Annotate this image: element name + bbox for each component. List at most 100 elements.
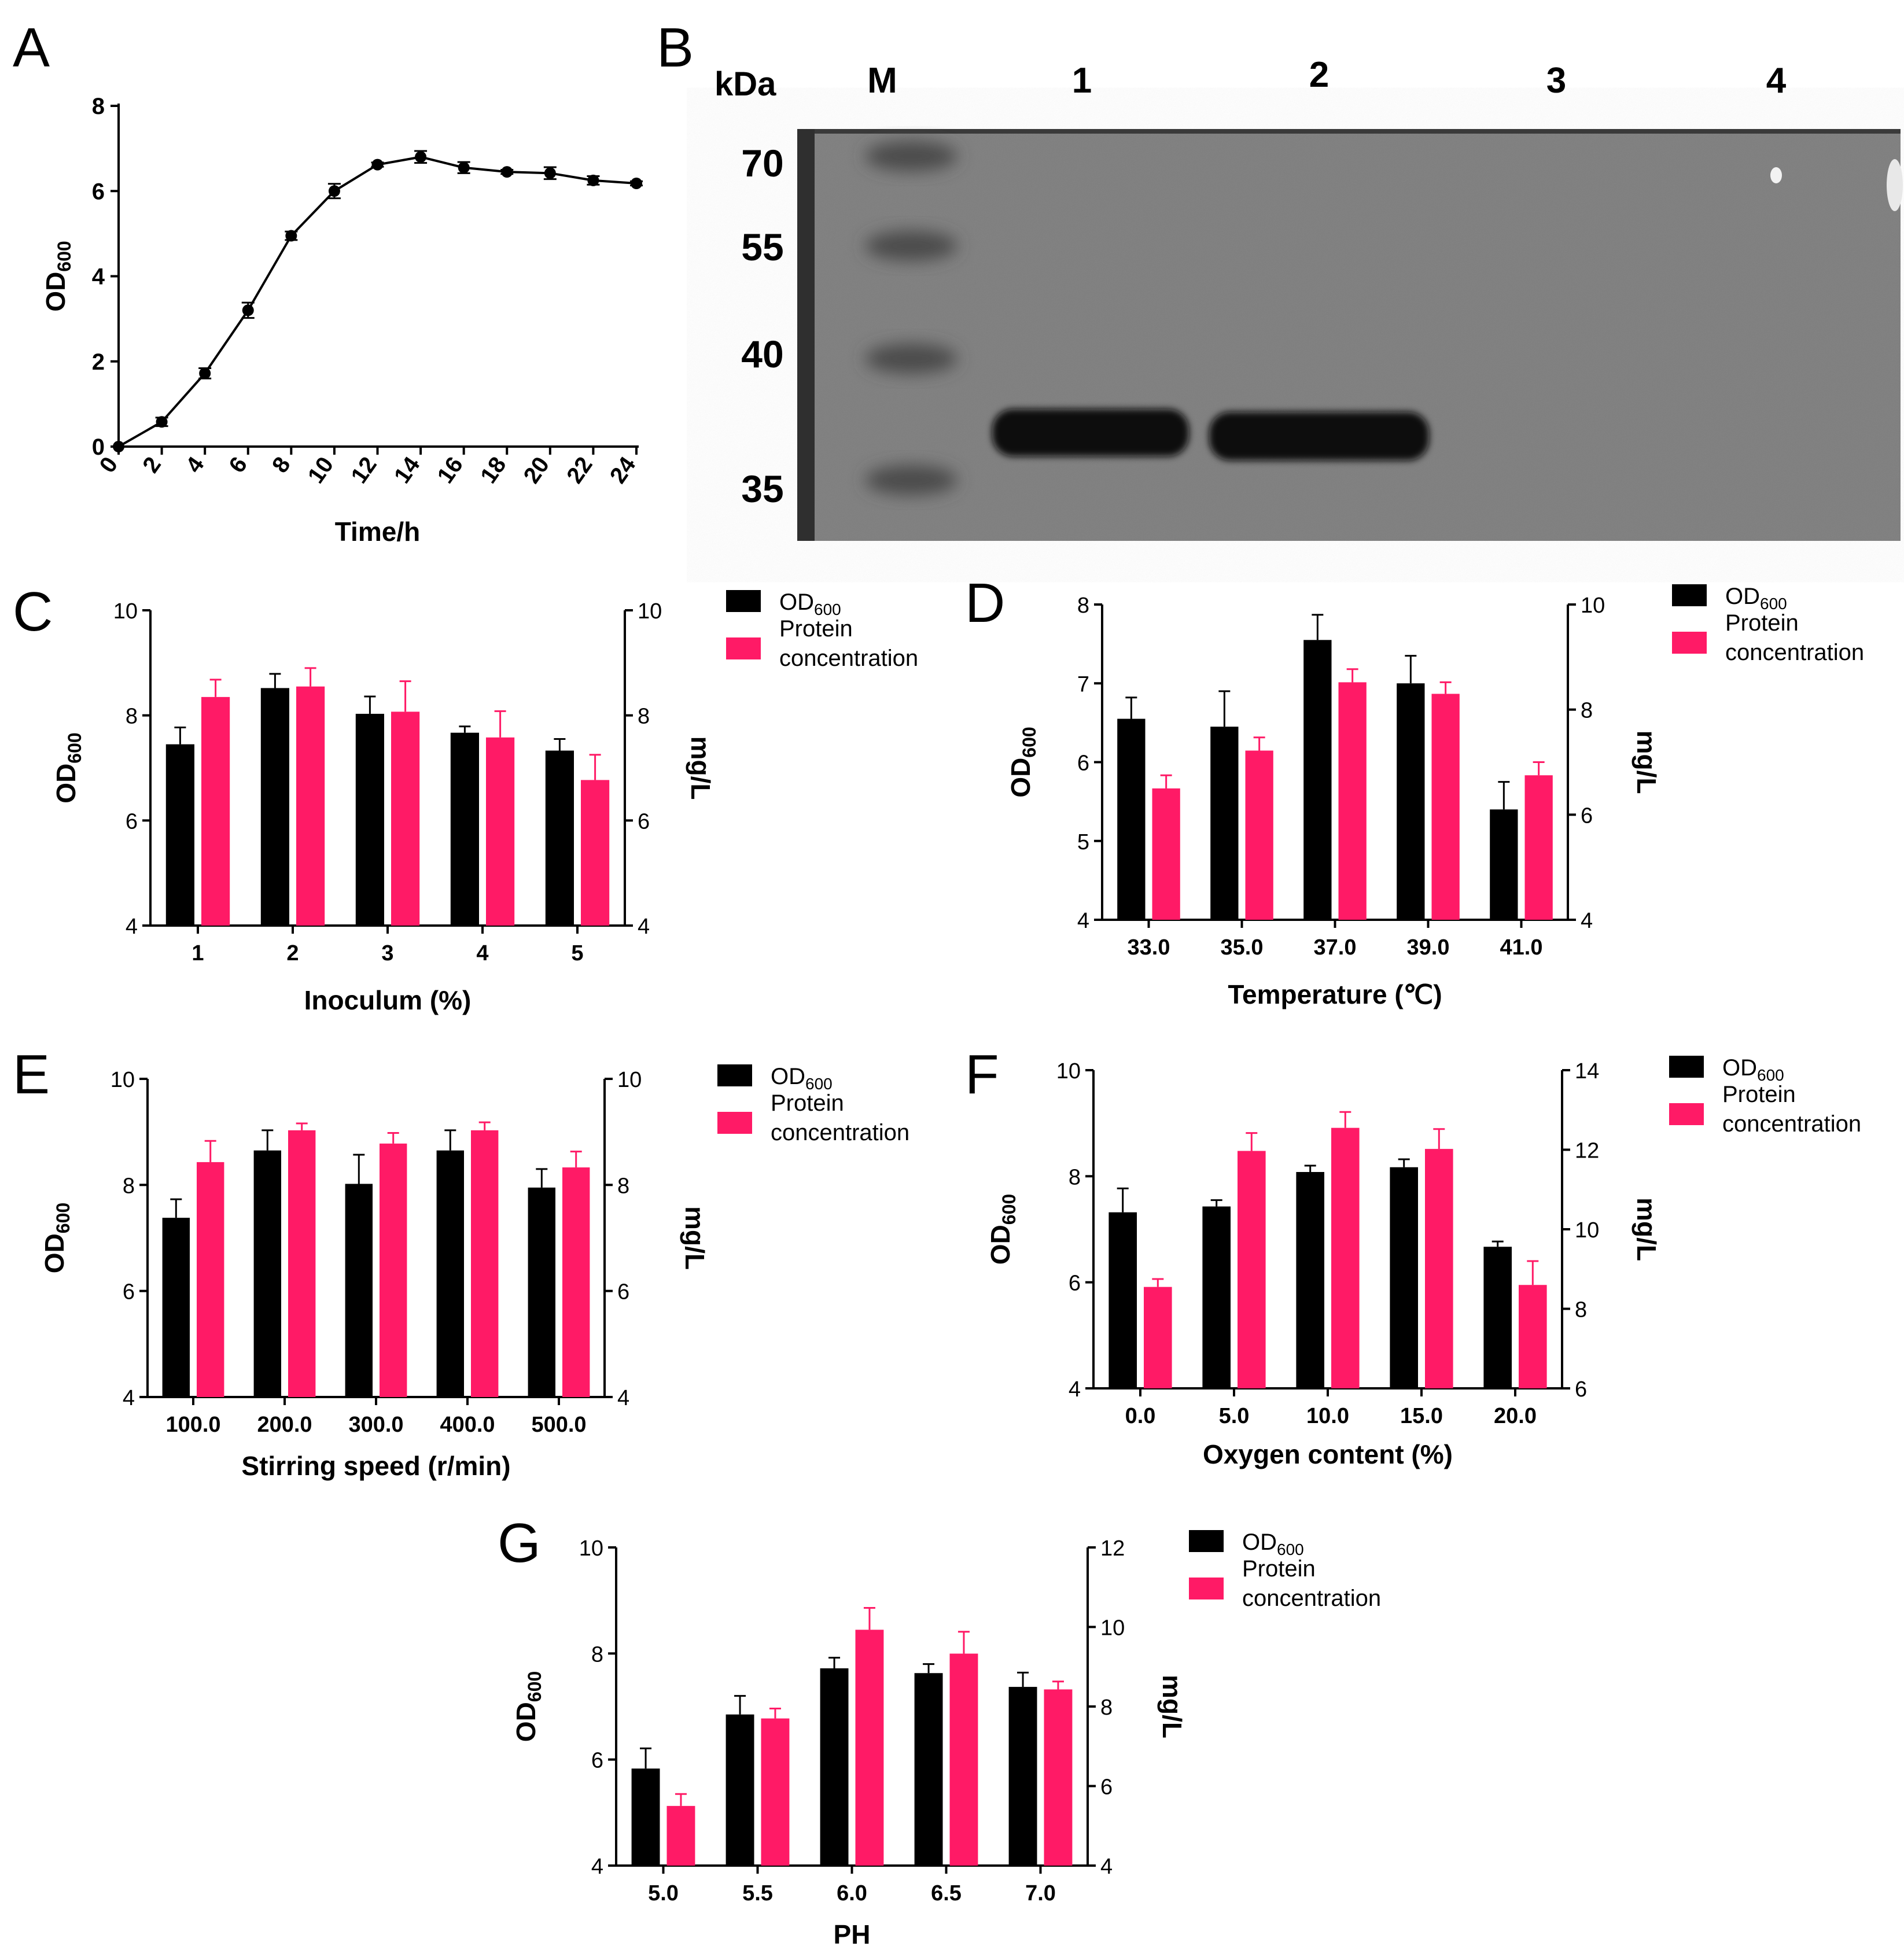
y2-tick-label: 4 [1100,1855,1113,1879]
data-point [371,159,384,171]
y2-tick-label: 4 [1581,909,1593,933]
x-axis-title: Temperature (℃) [1228,979,1442,1009]
panel-f-bar-chart: 4 6 8 10 6 8 10 12 14 0.0 5.0 10.0 15.0 20.0 Oxygen co… [985,1055,1861,1469]
x-tick-label: 20 [519,452,555,488]
x-axis-title: PH [834,1919,871,1946]
y-tick-label: 10 [111,1068,135,1092]
legend-label-od600: OD600 [1242,1529,1304,1558]
y-tick-label: 8 [1077,594,1089,618]
protein-concentration-bar [1425,1149,1453,1388]
legend-swatch-protein [1669,1103,1704,1125]
y-axis-title-main: OD [985,1225,1015,1265]
x-tick-label: 7.0 [1025,1881,1056,1906]
legend-swatch-od600 [1672,584,1707,606]
x-tick-label: 8 [267,452,296,477]
protein-concentration-bar [1519,1285,1547,1388]
y-tick-label: 6 [92,179,105,204]
protein-concentration-bar [855,1630,884,1866]
legend-swatch-od600 [1189,1530,1224,1552]
y-tick-label: 6 [1069,1271,1081,1296]
x-tick-label: 18 [476,452,511,488]
protein-concentration-bar [296,686,325,926]
x-axis-title: Stirring speed (r/min) [241,1451,510,1481]
y-tick-label: 8 [126,705,138,729]
x-tick-label: 22 [562,452,598,488]
bright-edge-artifact [1887,159,1903,211]
protein-concentration-bar [949,1653,978,1866]
legend-label-od600-sub: 600 [1760,595,1787,613]
y-tick-label: 8 [92,94,105,119]
od600-bar [436,1150,464,1397]
legend-label-od600-main: OD [1242,1529,1277,1555]
blot-texture [797,129,1901,541]
protein-concentration-bar [201,696,230,926]
x-tick-label: 5.0 [648,1881,679,1906]
y2-axis-title: mg/L [686,736,716,800]
growth-curve-line [118,156,637,448]
protein-concentration-bar [486,737,515,926]
panel-letter-b: B [657,17,694,79]
y-axis-title-sub: 600 [999,1194,1019,1225]
protein-concentration-bar [1144,1287,1172,1388]
od600-bar [1483,1247,1512,1388]
x-tick-label: 12 [346,452,382,488]
y2-tick-label: 4 [617,1386,629,1410]
protein-concentration-bar [288,1130,316,1397]
protein-concentration-bar [1238,1151,1266,1388]
x-axis-title: Inoculum (%) [304,985,472,1015]
blot-left-edge [797,129,815,541]
y-axis-title: OD600 [39,1203,73,1273]
legend-label-od600: OD600 [771,1064,833,1093]
western-blot-panel: kDa M 1 2 3 4 70 55 40 35 [715,55,1903,541]
x-tick-label: 200.0 [257,1413,312,1437]
x-tick-label: 2 [286,941,299,965]
marker-label-55: 55 [741,226,783,268]
x-tick-label: 35.0 [1221,935,1264,960]
od600-bar [450,732,479,926]
data-point [328,185,340,197]
protein-concentration-bar [471,1130,499,1397]
legend-label-protein-line1: Protein [1725,610,1799,636]
y-axis-title: OD600 [511,1671,545,1742]
legend-label-protein-line2: concentration [771,1120,909,1145]
legend-label-protein-line1: Protein [771,1090,844,1116]
x-tick-label: 4 [476,941,488,965]
legend-label-od600: OD600 [1722,1055,1784,1084]
data-point [631,177,642,189]
y-tick-label: 6 [123,1280,135,1304]
data-point [544,167,556,179]
y-tick-label: 10 [579,1536,603,1561]
x-tick-label: 1 [191,941,204,965]
y2-tick-label: 8 [1581,699,1593,723]
x-tick-label: 5.0 [1219,1404,1250,1428]
od600-bar [345,1184,373,1397]
data-point [113,441,124,452]
od600-bar [1397,683,1425,920]
y2-axis-title: mg/L [680,1206,710,1270]
y-tick-label: 4 [123,1386,135,1410]
data-point [587,174,599,186]
od600-bar [1303,640,1332,920]
y2-tick-label: 6 [638,809,650,834]
data-point [458,161,470,174]
y2-tick-label: 10 [1100,1616,1125,1641]
od600-bar [1108,1212,1137,1388]
y-axis-title-sub: 600 [64,732,85,763]
x-tick-label: 5 [571,941,583,965]
od600-bar [725,1714,754,1866]
protein-concentration-bar [391,712,420,926]
protein-concentration-bar [581,780,610,926]
y2-tick-label: 6 [1575,1377,1587,1402]
od600-bar [1202,1206,1231,1388]
legend-swatch-od600 [726,590,761,612]
data-point [415,151,427,163]
protein-band-lane-2 [1209,412,1429,460]
y2-tick-label: 10 [1581,594,1605,618]
blot-top-edge [797,129,1901,134]
od600-bar [1296,1172,1324,1388]
protein-concentration-bar [666,1805,695,1866]
legend-label-protein-line1: Protein [779,616,853,642]
